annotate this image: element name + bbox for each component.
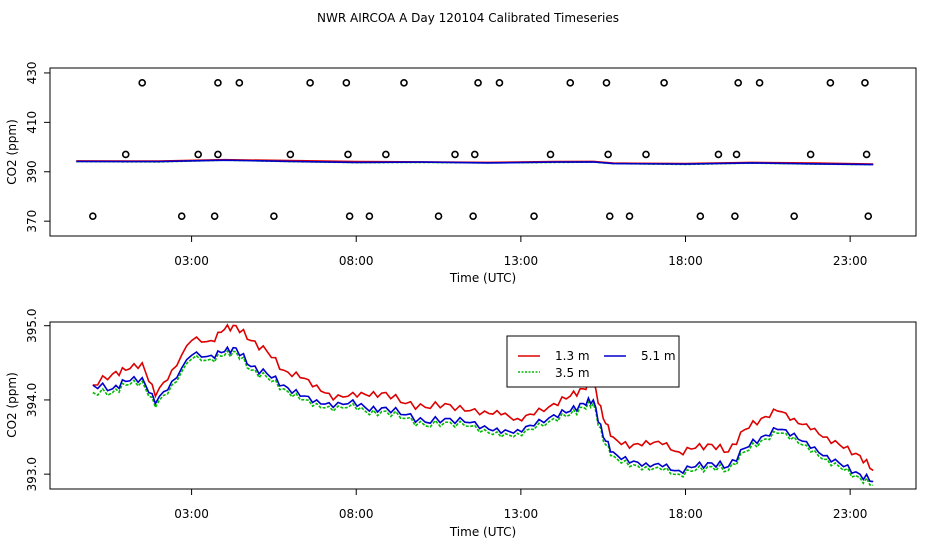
bottom-plot-frame — [49, 321, 917, 490]
calibration-point — [382, 150, 390, 159]
legend-box — [506, 335, 680, 388]
top-x-axis: 03:00 08:00 13:00 18:00 23:00 — [174, 236, 867, 268]
calibration-point — [474, 79, 482, 87]
calibration-point — [806, 150, 815, 159]
bottom-y-tick-label: 394.0 — [25, 383, 39, 417]
calibration-point — [826, 79, 835, 87]
bottom-y-tick-label: 395.0 — [25, 309, 39, 343]
calibration-point — [862, 150, 871, 159]
calibration-point — [755, 79, 764, 87]
calibration-point — [194, 150, 202, 159]
calibration-point — [434, 212, 443, 221]
top-x-tick-label: 13:00 — [504, 254, 539, 268]
calibration-point — [214, 150, 222, 159]
calibration-point — [495, 79, 504, 87]
calibration-point — [469, 212, 477, 221]
calibration-point — [602, 79, 611, 87]
top-y-tick-label: 430 — [25, 61, 39, 84]
top-plot-frame — [49, 67, 917, 237]
bottom-y-axis-label: CO2 (ppm) — [5, 372, 19, 438]
top-panel: 03:00 08:00 13:00 18:00 23:00 370 390 410 430 T… — [5, 61, 917, 285]
calibration-point — [342, 79, 351, 87]
calibration-point — [660, 79, 668, 87]
legend-label-5-1m: 5.1 m — [641, 349, 676, 363]
top-y-tick-label: 410 — [25, 111, 39, 134]
calibration-point — [546, 150, 555, 159]
legend-label-1-3m: 1.3 m — [555, 349, 590, 363]
calibration-point — [864, 212, 873, 221]
calibration-point — [732, 150, 741, 159]
calibration-point — [270, 212, 278, 221]
bottom-x-tick-label: 08:00 — [339, 507, 374, 521]
calibration-point — [731, 212, 739, 221]
bottom-x-tick-label: 13:00 — [504, 507, 539, 521]
calibration-point — [470, 150, 479, 159]
calibration-point — [861, 79, 869, 87]
legend-label-3-5m: 3.5 m — [555, 366, 590, 380]
calibration-point — [625, 212, 634, 221]
legend: 1.3 m 5.1 m 3.5 m — [506, 335, 680, 388]
calibration-point — [365, 212, 374, 221]
calibration-point — [790, 212, 798, 221]
bottom-series-5-1-m — [92, 345, 874, 483]
bottom-y-tick-label: 393.0 — [25, 457, 39, 491]
calibration-point — [344, 150, 352, 159]
calibration-point — [451, 150, 459, 159]
bottom-x-tick-label: 23:00 — [833, 507, 868, 521]
bottom-panel: 03:00 08:00 13:00 18:00 23:00 393.0 394.0 395.… — [5, 309, 917, 539]
top-x-tick-label: 23:00 — [833, 254, 868, 268]
bottom-series-3-5-m — [92, 349, 874, 487]
chart-title: NWR AIRCOA A Day 120104 Calibrated Times… — [317, 11, 619, 25]
bottom-x-axis: 03:00 08:00 13:00 18:00 23:00 — [174, 489, 867, 521]
calibration-point — [345, 212, 354, 221]
top-x-axis-label: Time (UTC) — [449, 271, 516, 285]
calibration-point — [235, 79, 244, 87]
bottom-series-1-3-m — [92, 323, 874, 472]
calibration-point — [605, 212, 614, 221]
calibration-point — [714, 150, 723, 159]
calibration-point — [306, 79, 314, 87]
top-x-tick-label: 08:00 — [339, 254, 374, 268]
calibration-point — [696, 212, 705, 221]
top-y-axis: 370 390 410 430 — [25, 61, 50, 233]
top-y-tick-label: 370 — [25, 210, 39, 233]
top-x-tick-label: 03:00 — [174, 254, 209, 268]
top-series-5-1-m — [76, 159, 874, 166]
calibration-point — [400, 79, 408, 87]
calibration-point — [530, 212, 538, 221]
calibration-point — [138, 79, 146, 87]
calibration-point — [214, 79, 222, 87]
calibration-point — [642, 150, 650, 159]
top-y-axis-label: CO2 (ppm) — [5, 119, 19, 185]
calibration-point — [734, 79, 742, 87]
bottom-x-tick-label: 03:00 — [174, 507, 209, 521]
calibration-point — [121, 150, 130, 159]
calibration-point — [210, 212, 219, 221]
calibration-point — [286, 150, 295, 159]
calibration-point — [89, 212, 97, 221]
bottom-x-axis-label: Time (UTC) — [449, 525, 516, 539]
top-calibration-points — [89, 79, 873, 221]
calibration-point — [604, 150, 612, 159]
bottom-series-lines — [92, 323, 874, 487]
bottom-x-tick-label: 18:00 — [668, 507, 703, 521]
top-series-lines — [76, 158, 874, 166]
top-x-tick-label: 18:00 — [668, 254, 703, 268]
calibration-point — [177, 212, 186, 221]
top-y-tick-label: 390 — [25, 160, 39, 183]
bottom-y-axis: 393.0 394.0 395.0 — [25, 309, 50, 491]
calibration-point — [566, 79, 575, 87]
